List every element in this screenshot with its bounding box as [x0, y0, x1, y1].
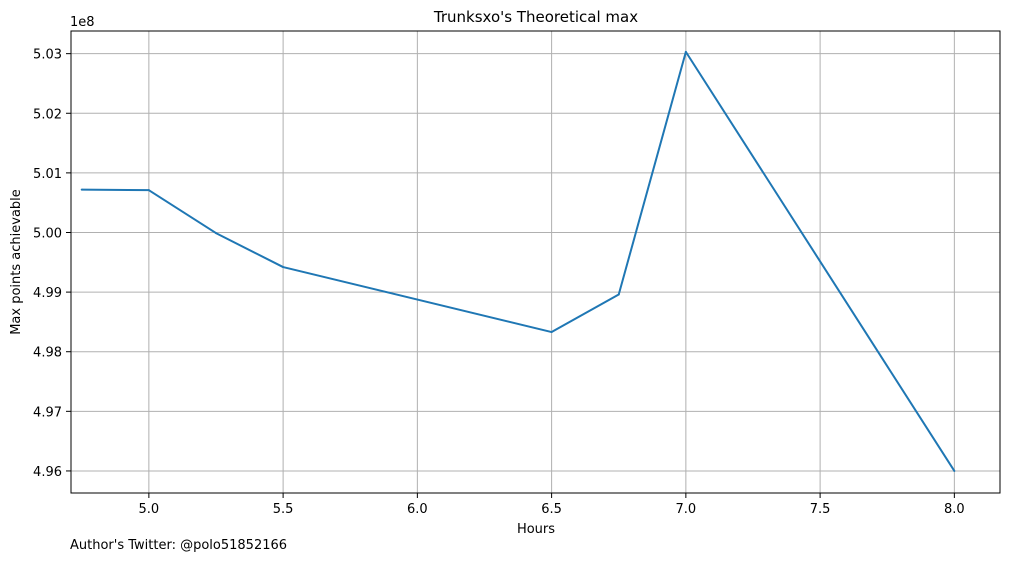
tick-layer: 5.0 5.5 6.0 6.5 7.0 7.5 8.0 4.96 4.97 4.98 4.99 5.0… [33, 48, 965, 517]
line-chart: Trunksxo's Theoretical max 1e8 5.0 5.5 6.0… [9, 8, 1001, 537]
y-tick-label-0: 4.96 [33, 465, 62, 480]
y-tick-label-6: 5.02 [33, 107, 62, 122]
chart-title: Trunksxo's Theoretical max [433, 8, 638, 26]
data-point-5 [617, 293, 620, 296]
data-point-6 [684, 50, 687, 53]
axes-layer [70, 30, 1001, 494]
y-tick-label-5: 5.01 [33, 167, 62, 182]
x-tick-label-0: 5.0 [139, 502, 160, 517]
y-tick-label-2: 4.98 [33, 346, 62, 361]
data-point-7 [953, 469, 956, 472]
series-layer [80, 50, 956, 472]
plot-frame [70, 30, 1001, 494]
data-point-1 [147, 189, 150, 192]
x-tick-label-1: 5.5 [273, 502, 294, 517]
x-tick-label-5: 7.5 [810, 502, 831, 517]
y-offset-label: 1e8 [70, 15, 95, 30]
y-axis-title: Max points achievable [9, 189, 24, 335]
series-line-0 [81, 50, 956, 472]
y-tick-label-4: 5.00 [33, 226, 62, 241]
data-point-2 [214, 232, 217, 235]
y-tick-label-1: 4.97 [33, 405, 62, 420]
author-twitter-note: Author's Twitter: @polo51852166 [70, 538, 288, 553]
data-point-0 [80, 188, 83, 191]
grid-layer [71, 31, 1000, 493]
y-tick-label-3: 4.99 [33, 286, 62, 301]
data-point-3 [282, 266, 285, 269]
x-tick-label-4: 7.0 [676, 502, 697, 517]
y-tick-label-7: 5.03 [33, 48, 62, 63]
data-point-4 [550, 331, 553, 334]
x-tick-label-2: 6.0 [407, 502, 428, 517]
x-tick-label-6: 8.0 [944, 502, 965, 517]
x-axis-title: Hours [517, 522, 555, 537]
x-tick-label-3: 6.5 [541, 502, 562, 517]
